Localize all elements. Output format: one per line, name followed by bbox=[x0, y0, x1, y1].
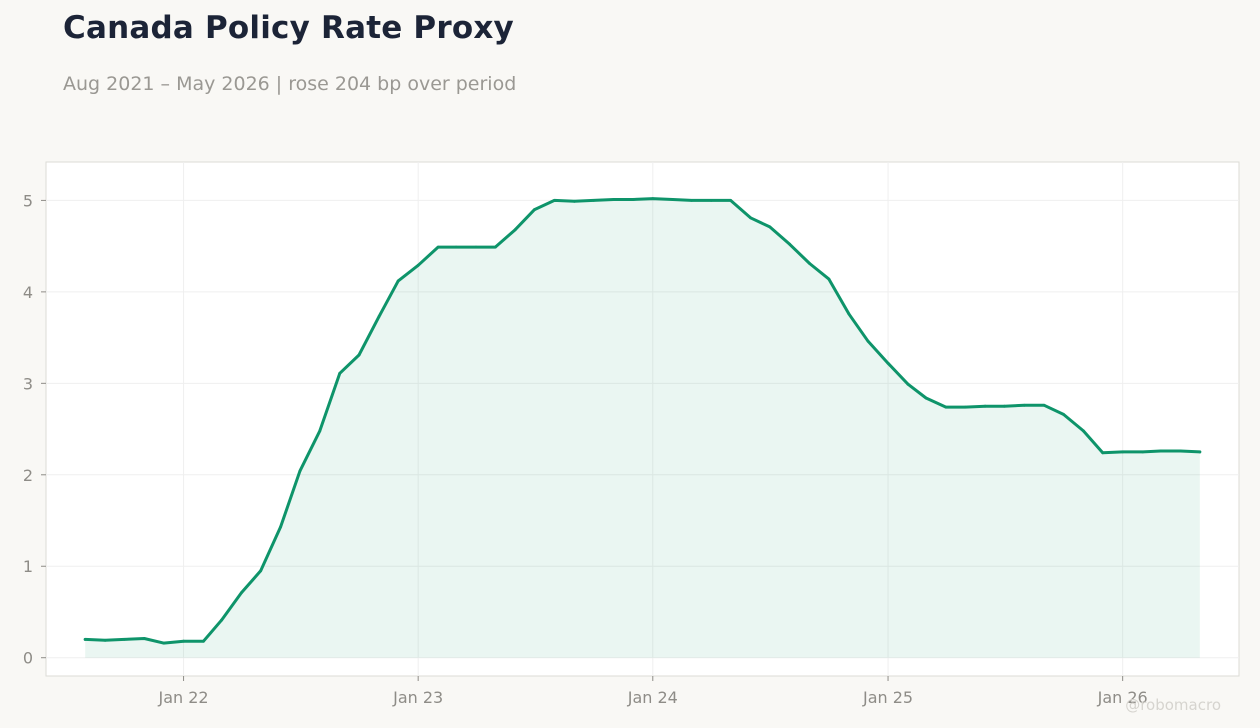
data-point bbox=[983, 404, 987, 408]
data-point bbox=[768, 225, 772, 229]
data-point bbox=[690, 199, 693, 202]
data-point bbox=[866, 339, 870, 343]
data-point bbox=[1042, 403, 1046, 407]
data-point bbox=[1062, 413, 1065, 416]
area-fill bbox=[85, 198, 1200, 658]
x-tick-label: Jan 25 bbox=[862, 688, 913, 707]
data-point bbox=[827, 277, 831, 281]
x-tick-label: Jan 24 bbox=[627, 688, 678, 707]
data-point bbox=[1141, 450, 1144, 454]
data-point bbox=[123, 638, 126, 641]
data-point bbox=[729, 199, 732, 202]
chart-title: Canada Policy Rate Proxy bbox=[63, 10, 514, 46]
data-point bbox=[1179, 449, 1182, 453]
data-point bbox=[279, 525, 282, 529]
data-point bbox=[808, 262, 811, 265]
data-point bbox=[357, 353, 361, 357]
data-point bbox=[338, 371, 342, 375]
y-tick-label: 5 bbox=[23, 191, 33, 210]
data-point bbox=[847, 312, 851, 316]
data-point bbox=[377, 315, 381, 318]
data-point bbox=[671, 198, 675, 201]
data-point bbox=[749, 216, 752, 220]
x-tick-label: Jan 26 bbox=[1097, 688, 1148, 707]
data-point bbox=[1121, 450, 1125, 454]
data-point bbox=[142, 637, 146, 640]
data-point bbox=[592, 199, 595, 202]
data-point bbox=[533, 208, 536, 212]
data-point bbox=[318, 429, 322, 433]
y-axis-ticks: 0 1 2 3 4 5 bbox=[23, 191, 46, 668]
data-point bbox=[103, 638, 107, 642]
data-point bbox=[1082, 429, 1085, 433]
data-point bbox=[1022, 403, 1026, 407]
data-point bbox=[493, 245, 497, 249]
data-point bbox=[513, 228, 517, 232]
data-point bbox=[298, 469, 302, 473]
data-point bbox=[924, 396, 928, 400]
data-point bbox=[162, 641, 166, 645]
data-point bbox=[1159, 449, 1162, 453]
points-layer bbox=[83, 197, 1202, 645]
data-point bbox=[1003, 404, 1006, 408]
data-point bbox=[788, 242, 792, 246]
data-point bbox=[553, 199, 556, 202]
y-tick-label: 0 bbox=[23, 649, 33, 668]
watermark: @robomacro bbox=[1125, 696, 1221, 714]
data-point bbox=[906, 382, 910, 386]
data-point bbox=[944, 405, 948, 409]
y-tick-label: 1 bbox=[23, 557, 33, 576]
series-line bbox=[83, 197, 1202, 645]
data-point bbox=[886, 361, 890, 365]
y-tick-label: 3 bbox=[23, 374, 33, 393]
data-point bbox=[436, 245, 440, 249]
data-point bbox=[573, 199, 576, 203]
data-point bbox=[709, 199, 713, 202]
y-tick-label: 2 bbox=[23, 466, 33, 485]
data-point bbox=[1101, 451, 1105, 455]
data-point bbox=[83, 638, 87, 641]
data-point bbox=[651, 197, 655, 201]
x-axis-ticks: Jan 22 Jan 23 Jan 24 Jan 25 Jan 26 bbox=[158, 676, 1148, 707]
data-point bbox=[259, 569, 263, 573]
data-point bbox=[1198, 450, 1202, 454]
data-point bbox=[182, 639, 186, 643]
data-point bbox=[416, 263, 420, 267]
data-point bbox=[396, 279, 400, 283]
data-point bbox=[963, 405, 967, 409]
data-point bbox=[612, 198, 615, 201]
data-point bbox=[202, 639, 205, 643]
data-point bbox=[631, 198, 635, 201]
data-point bbox=[220, 618, 223, 622]
chart-subtitle: Aug 2021 – May 2026 | rose 204 bp over p… bbox=[63, 73, 517, 95]
x-tick-label: Jan 23 bbox=[392, 688, 443, 707]
data-point bbox=[454, 245, 458, 249]
x-tick-label: Jan 22 bbox=[158, 688, 209, 707]
data-point bbox=[474, 245, 478, 249]
grid-layer bbox=[46, 162, 1239, 676]
y-tick-label: 4 bbox=[23, 283, 33, 302]
data-point bbox=[240, 591, 243, 595]
